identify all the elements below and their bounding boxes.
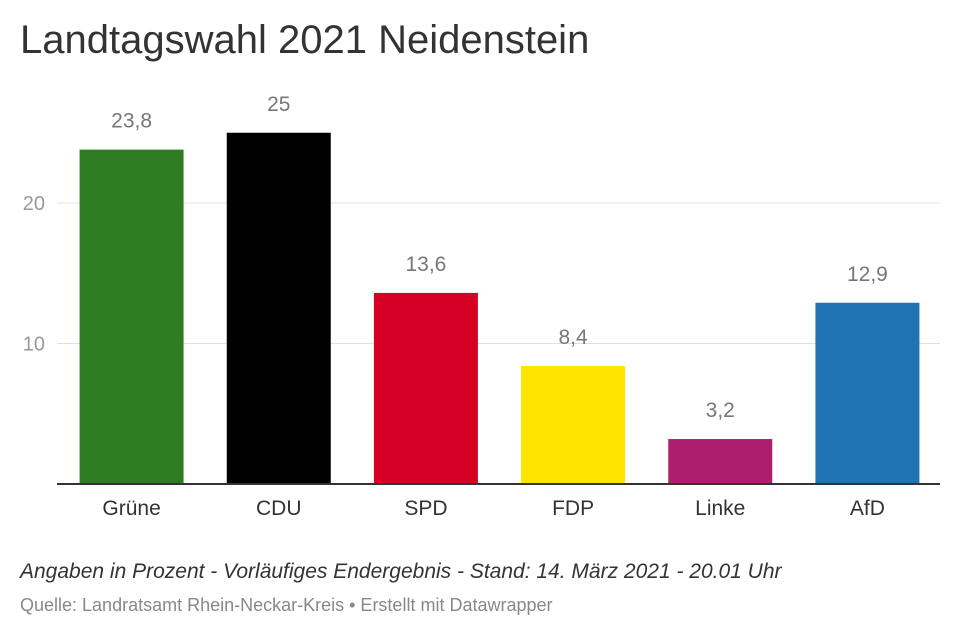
value-label: 8,4 — [558, 326, 588, 349]
category-label: SPD — [404, 497, 447, 520]
chart-source: Quelle: Landratsamt Rhein-Neckar-Kreis •… — [20, 595, 553, 615]
value-label: 23,8 — [111, 110, 152, 133]
bar-grüne — [79, 149, 184, 485]
value-label: 3,2 — [706, 399, 735, 422]
y-tick-label: 20 — [23, 193, 45, 215]
bar-fdp — [521, 365, 626, 484]
bar-linke — [668, 439, 773, 484]
category-label: FDP — [552, 497, 594, 520]
category-label: Linke — [695, 497, 745, 520]
value-label: 13,6 — [405, 253, 446, 276]
category-label: Grüne — [102, 497, 160, 520]
category-label: CDU — [256, 497, 302, 520]
bar-afd — [815, 302, 920, 484]
chart-title: Landtagswahl 2021 Neidenstein — [20, 18, 590, 62]
category-label: AfD — [850, 497, 885, 520]
bar-cdu — [226, 132, 331, 484]
y-tick-label: 10 — [23, 334, 45, 356]
chart-note: Angaben in Prozent - Vorläufiges Enderge… — [20, 560, 782, 583]
bar-spd — [373, 292, 478, 484]
value-label: 12,9 — [847, 263, 888, 286]
value-label: 25 — [267, 93, 290, 116]
